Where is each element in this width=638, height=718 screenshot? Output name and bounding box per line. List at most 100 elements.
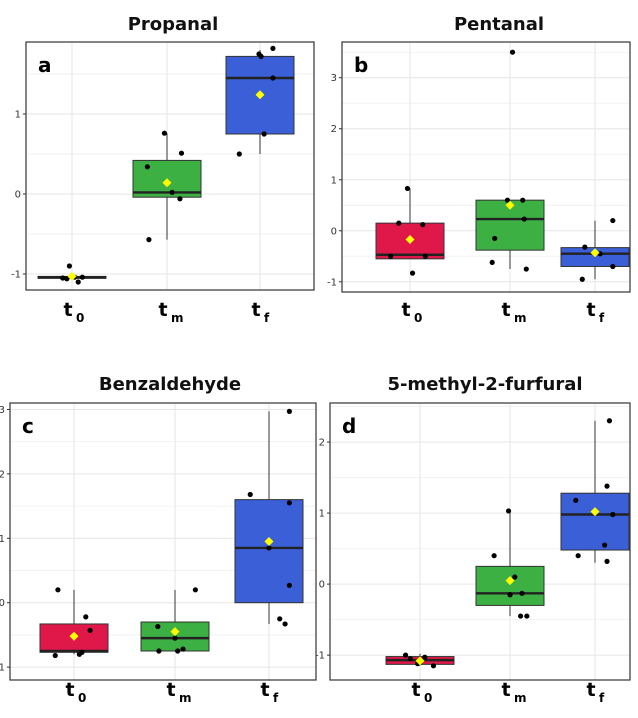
x-tick-subscript: f — [273, 691, 279, 705]
mean-marker — [590, 248, 600, 258]
mean-marker — [415, 656, 425, 666]
data-point — [523, 266, 529, 272]
mean-marker — [170, 627, 180, 637]
data-point — [79, 274, 85, 280]
panel-title: Benzaldehyde — [99, 374, 241, 395]
panel-letter: a — [38, 53, 52, 77]
box-tf — [560, 217, 630, 282]
mean-marker — [505, 200, 515, 210]
data-point — [388, 253, 394, 259]
panel-frame — [9, 402, 317, 681]
data-point — [192, 587, 198, 593]
data-point — [286, 582, 292, 588]
data-point — [573, 497, 579, 503]
data-point — [172, 635, 178, 641]
data-point — [286, 408, 292, 414]
panel-letter: d — [342, 414, 356, 438]
data-point — [404, 185, 411, 192]
data-point — [582, 244, 588, 250]
data-point — [407, 656, 413, 662]
data-point — [579, 276, 585, 282]
y-tick-label: 0 — [0, 598, 5, 609]
data-point — [610, 217, 616, 224]
data-point — [610, 511, 616, 518]
x-tick-label: t — [411, 679, 420, 701]
box-tf — [225, 45, 295, 157]
data-point — [505, 508, 512, 514]
data-point — [270, 45, 276, 52]
mean-marker — [405, 234, 415, 244]
box-tm — [140, 587, 210, 654]
y-tick-label: 3 — [0, 405, 5, 416]
box-body — [475, 565, 545, 606]
data-point — [409, 270, 416, 276]
x-tick-subscript: f — [599, 691, 605, 705]
panel-letter: c — [22, 414, 34, 438]
data-point — [282, 621, 288, 627]
x-tick-subscript: 0 — [76, 311, 84, 325]
data-point — [519, 590, 525, 596]
mean-marker — [255, 90, 265, 100]
data-point — [236, 151, 242, 157]
box-t0 — [37, 263, 107, 285]
mean-marker — [162, 178, 172, 188]
x-tick-subscript: m — [171, 311, 184, 325]
mean-marker — [67, 271, 77, 281]
box-tm — [475, 508, 545, 619]
box-t0 — [39, 587, 109, 659]
panel-title: Propanal — [128, 14, 219, 35]
box-t0 — [375, 185, 445, 276]
data-point — [604, 483, 610, 489]
data-point — [55, 587, 61, 593]
x-tick-label: t — [65, 679, 74, 701]
data-point — [524, 613, 530, 619]
x-tick-label: t — [501, 679, 510, 701]
x-tick-label: t — [63, 299, 72, 321]
data-point — [521, 216, 527, 222]
box-body — [560, 492, 630, 551]
data-point — [64, 276, 70, 282]
y-tick-label: -1 — [327, 277, 337, 288]
data-point — [604, 558, 610, 564]
x-tick-label: t — [158, 299, 167, 321]
data-point — [422, 253, 428, 259]
data-point — [175, 648, 181, 654]
data-point — [256, 51, 262, 57]
box-tf — [560, 418, 630, 564]
y-tick-label: 2 — [319, 438, 325, 449]
data-point — [52, 652, 58, 659]
data-point — [178, 150, 185, 156]
data-point — [602, 542, 608, 548]
data-point — [60, 275, 66, 281]
x-tick-subscript: 0 — [424, 691, 432, 705]
x-tick-subscript: m — [514, 691, 527, 705]
x-tick-label: t — [586, 299, 595, 321]
data-point — [146, 237, 152, 243]
y-tick-label: 1 — [319, 509, 325, 520]
mean-marker — [505, 576, 515, 586]
mean-marker — [264, 537, 274, 546]
data-point — [261, 131, 267, 137]
x-tick-subscript: f — [599, 311, 605, 325]
panel-title: 5-methyl-2-furfural — [387, 374, 582, 395]
data-point — [420, 222, 426, 228]
data-point — [402, 652, 409, 658]
data-point — [517, 613, 524, 619]
y-tick-label: -1 — [0, 663, 5, 674]
data-point — [247, 491, 253, 498]
x-tick-label: t — [166, 679, 175, 701]
data-point — [520, 197, 526, 203]
y-tick-label: 3 — [331, 73, 337, 84]
box-t0 — [385, 652, 455, 669]
grid — [10, 403, 316, 680]
mean-marker — [590, 507, 600, 517]
data-point — [83, 614, 89, 620]
y-tick-label: 0 — [15, 190, 21, 201]
box-tm — [132, 130, 202, 243]
data-point — [169, 189, 175, 195]
y-tick-label: 1 — [0, 534, 5, 545]
data-point — [266, 545, 272, 551]
